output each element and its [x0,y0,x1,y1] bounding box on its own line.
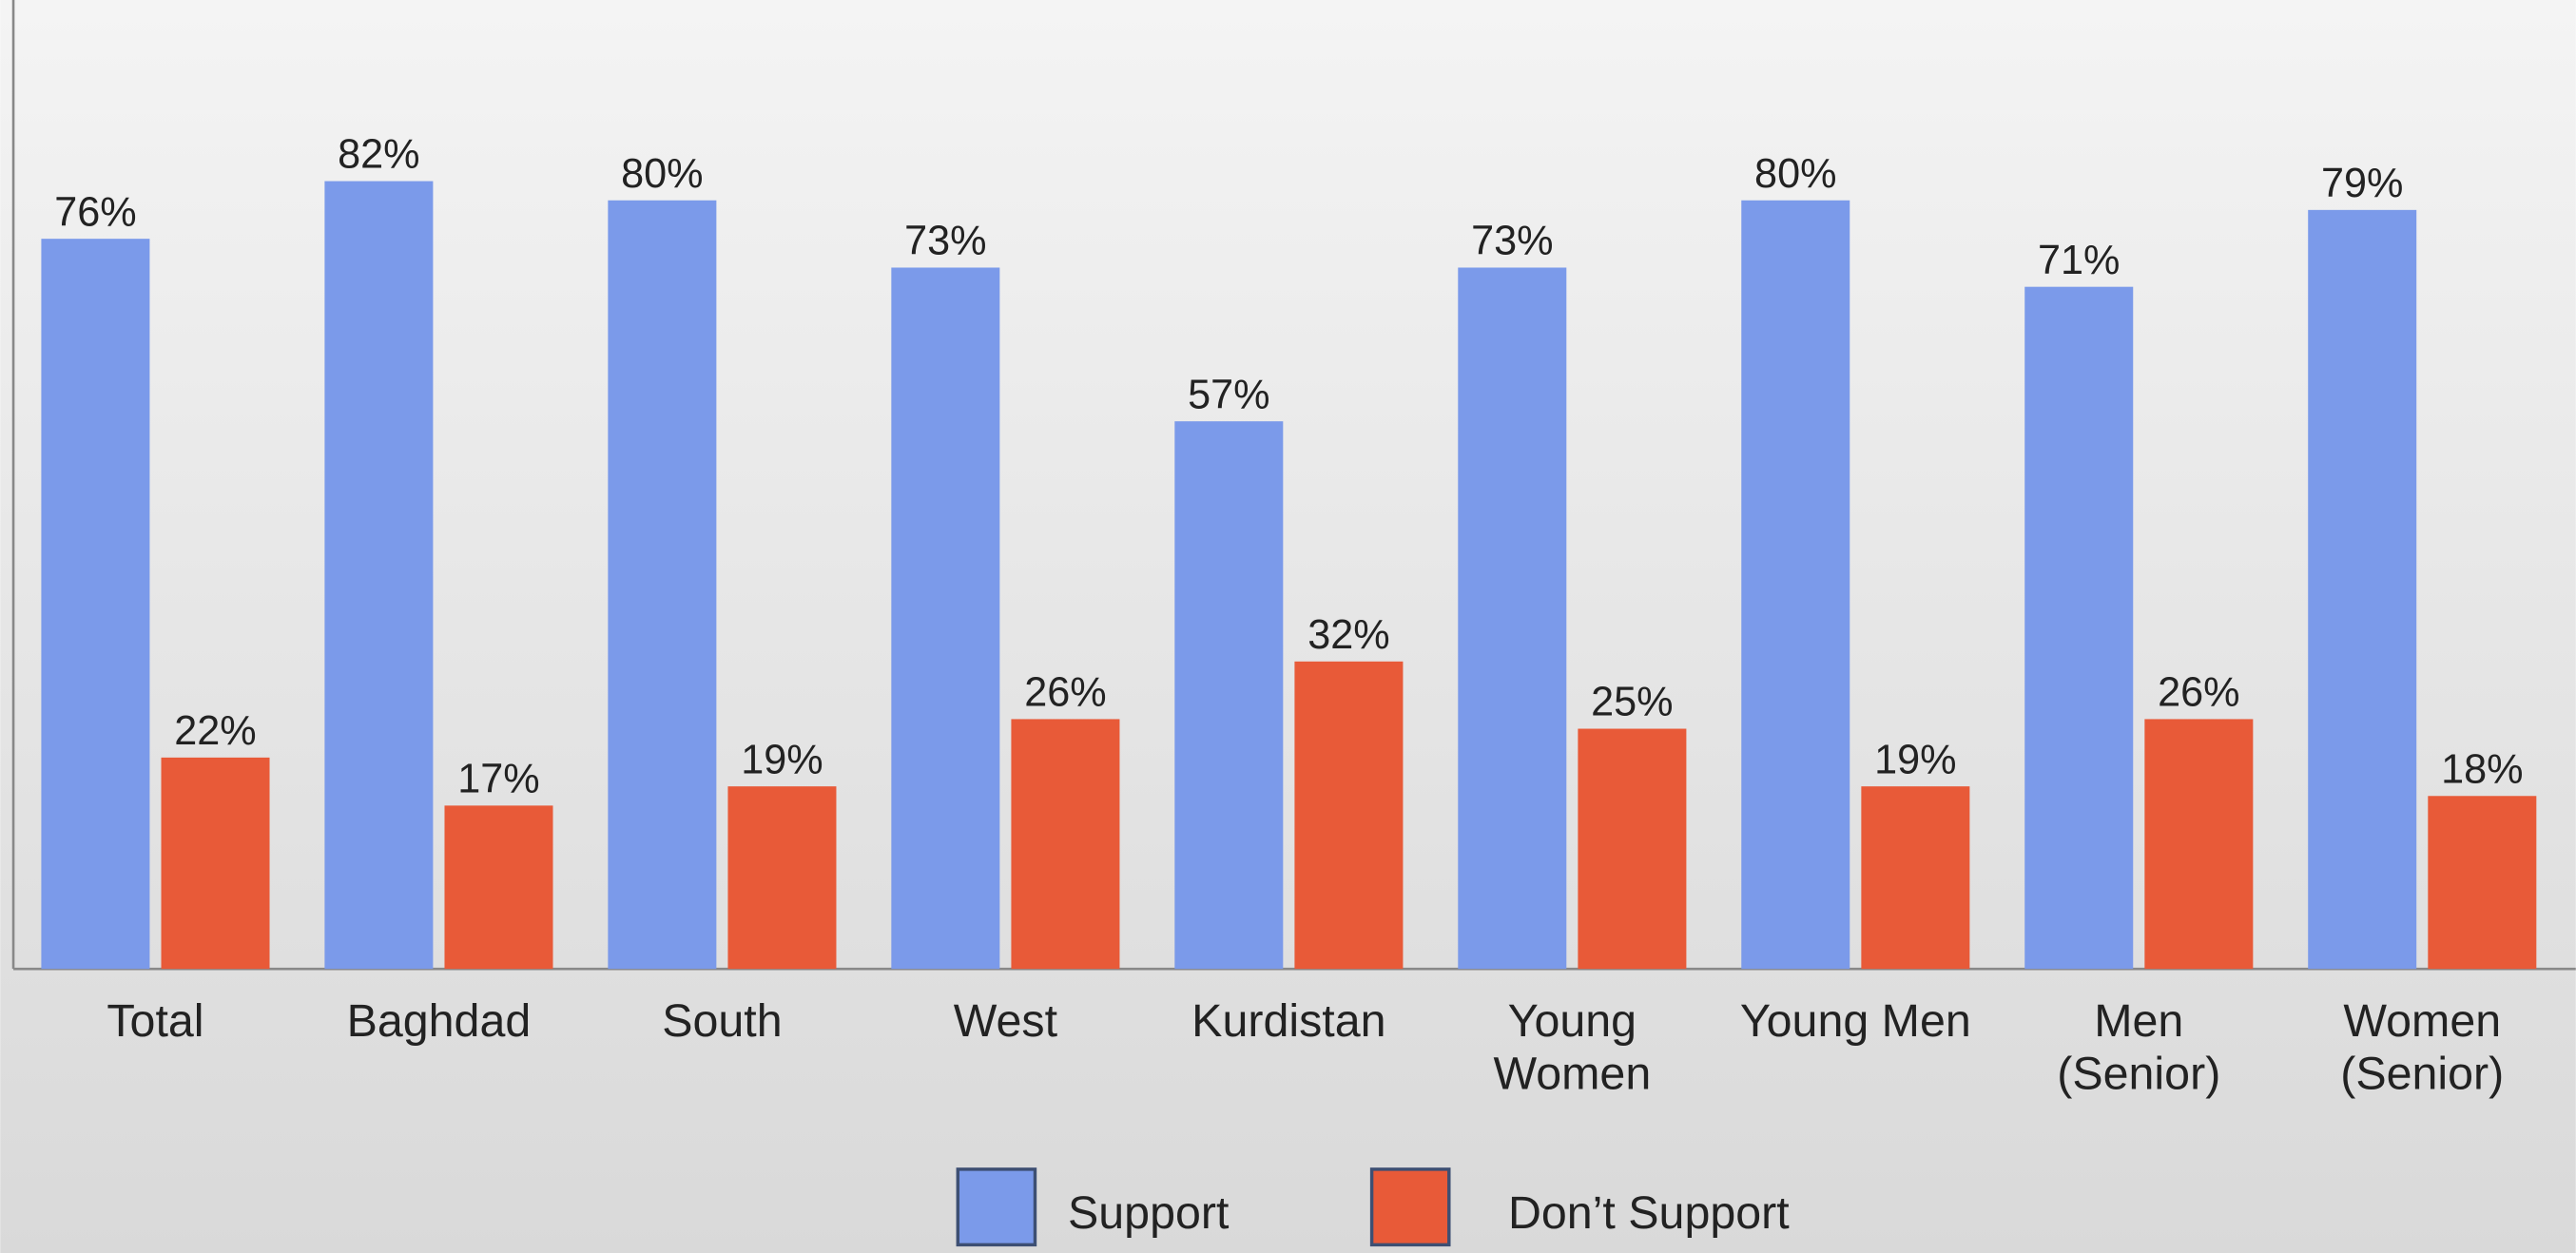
bar [41,239,150,970]
value-label: 79% [2321,161,2403,206]
x-tick-label: Total [107,994,204,1047]
legend-swatch [956,1167,1037,1247]
x-label-box: Men (Senior) [2057,994,2221,1099]
x-tick-label: Young Women [1493,994,1652,1099]
value-label: 17% [457,757,539,802]
x-label-box: Young Men [1739,994,1971,1047]
bar [1174,421,1284,970]
value-label: 73% [1471,219,1553,264]
x-label-box: Young Women [1493,994,1652,1099]
bar [1741,200,1850,970]
x-label-box: Baghdad [346,994,532,1047]
x-tick-label: Baghdad [346,994,532,1047]
value-label: 22% [174,708,256,754]
value-label: 82% [338,132,419,178]
value-label: 71% [2038,238,2120,283]
bar [2144,719,2254,970]
bar [608,200,717,970]
legend-swatch [1369,1167,1451,1247]
x-label-box: West [953,994,1058,1047]
bar [1861,786,1970,970]
x-tick-label: South [662,994,783,1047]
bar [1011,719,1120,970]
value-label: 18% [2441,746,2523,792]
x-label-box: Total [107,994,204,1047]
x-tick-label: Young Men [1739,994,1971,1047]
value-label: 19% [741,737,823,782]
bar [161,757,270,970]
bar [2308,209,2417,970]
x-label-box: South [662,994,783,1047]
bar [444,805,553,970]
x-label-box: Kurdistan [1191,994,1386,1047]
value-label: 32% [1307,612,1389,658]
bar [1578,728,1687,970]
bar [1294,661,1404,970]
bar [727,786,837,970]
value-label: 73% [904,219,986,264]
value-label: 57% [1188,372,1269,417]
value-label: 80% [1754,151,1836,197]
x-tick-label: Men (Senior) [2057,994,2221,1099]
x-label-box: Women (Senior) [2340,994,2505,1099]
bar [891,267,1000,970]
value-label: 80% [621,151,703,197]
value-label: 25% [1591,680,1673,725]
legend-label: Don’t Support [1508,1187,1790,1239]
bar [2428,796,2537,970]
bar [2024,286,2134,970]
x-tick-label: Women (Senior) [2340,994,2505,1099]
value-label: 26% [2158,670,2239,716]
x-tick-label: Kurdistan [1191,994,1386,1047]
x-tick-label: West [953,994,1058,1047]
bar [324,181,434,970]
value-label: 19% [1874,737,1956,782]
value-label: 76% [54,189,136,235]
legend-label: Support [1068,1187,1230,1239]
value-label: 26% [1024,670,1106,716]
bar [1458,267,1567,970]
